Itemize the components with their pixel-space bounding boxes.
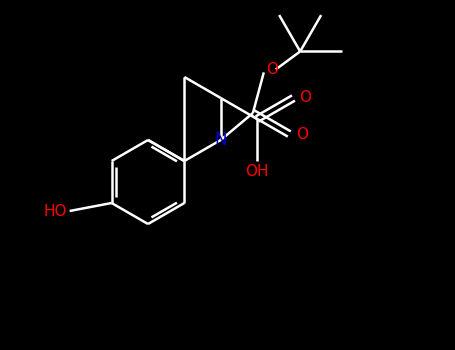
Text: HO: HO [44, 203, 67, 218]
Text: O: O [299, 91, 312, 105]
Text: O: O [296, 126, 308, 141]
Text: O: O [266, 62, 278, 77]
Text: N: N [214, 131, 227, 149]
Text: OH: OH [245, 163, 269, 178]
